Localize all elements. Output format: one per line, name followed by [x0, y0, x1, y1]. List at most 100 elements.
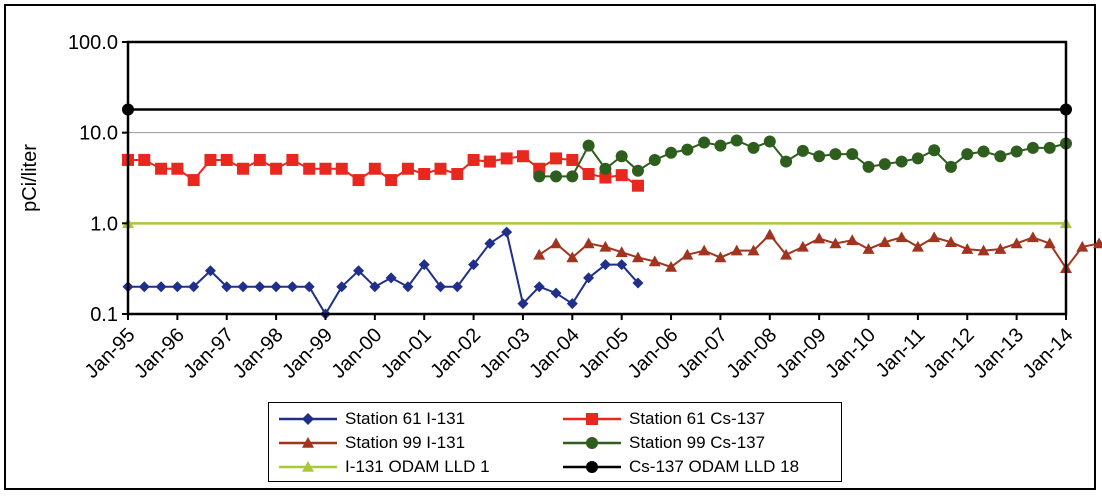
- legend-marker: [586, 461, 598, 473]
- data-point: [846, 148, 859, 161]
- data-point: [418, 259, 430, 271]
- data-point: [237, 162, 250, 175]
- series-3: [533, 134, 1072, 183]
- data-point: [188, 281, 200, 293]
- x-tick-label: Jan-02: [426, 324, 485, 383]
- data-point: [583, 272, 595, 284]
- data-point: [286, 281, 298, 293]
- legend-item: Station 99 I-131: [277, 431, 465, 455]
- legend-marker: [302, 461, 314, 472]
- x-tick-label: Jan-97: [179, 324, 238, 383]
- data-point: [270, 281, 282, 293]
- data-point: [1026, 231, 1039, 243]
- y-axis-title: pCi/liter: [19, 144, 41, 212]
- data-point: [221, 281, 233, 293]
- legend-marker: [586, 437, 598, 449]
- data-point: [747, 141, 760, 154]
- data-point: [631, 164, 644, 177]
- data-point: [829, 237, 842, 249]
- data-point: [911, 152, 924, 165]
- x-tick-label: Jan-05: [574, 324, 633, 383]
- x-tick-label: Jan-96: [130, 324, 189, 383]
- data-point: [582, 237, 595, 249]
- data-point: [714, 139, 727, 152]
- data-point: [1026, 141, 1039, 154]
- data-point: [895, 155, 908, 168]
- data-point: [665, 146, 678, 159]
- data-point: [615, 246, 628, 258]
- x-tick-label: Jan-08: [723, 324, 782, 383]
- legend-item: Cs-137 ODAM LLD 18: [561, 455, 799, 479]
- data-point: [582, 139, 595, 152]
- legend-marker: [586, 413, 598, 425]
- data-point: [550, 287, 562, 299]
- data-point: [928, 144, 941, 157]
- legend-swatch-station-61-i-131: [279, 413, 337, 425]
- data-point: [615, 169, 628, 182]
- legend-item: Station 61 Cs-137: [561, 407, 765, 431]
- data-point: [319, 162, 332, 175]
- legend: Station 61 I-131 Station 61 Cs-137 Stati…: [268, 402, 842, 482]
- data-point: [878, 236, 891, 247]
- legend-marker: [302, 437, 314, 448]
- data-point: [994, 150, 1007, 163]
- data-point: [730, 244, 743, 256]
- legend-swatch-station-99-cs-137: [563, 437, 621, 449]
- data-point: [434, 162, 447, 175]
- legend-swatch-i-131-odam-lld: [279, 461, 337, 472]
- data-point: [286, 153, 299, 166]
- data-point: [220, 153, 233, 166]
- data-point: [254, 281, 266, 293]
- data-point: [944, 160, 957, 173]
- x-tick-label: Jan-00: [328, 324, 387, 383]
- data-point: [615, 150, 628, 163]
- data-point: [138, 281, 150, 293]
- data-point: [829, 148, 842, 161]
- legend-marker: [302, 413, 314, 425]
- data-point: [631, 179, 644, 192]
- data-point: [780, 248, 793, 260]
- x-tick-label: Jan-99: [278, 324, 337, 383]
- data-point: [352, 174, 365, 187]
- data-point: [566, 251, 579, 263]
- series-0: [122, 226, 644, 320]
- data-point: [582, 168, 595, 181]
- data-point: [599, 240, 612, 252]
- data-point: [763, 135, 776, 148]
- data-point: [566, 153, 579, 166]
- data-point: [648, 153, 661, 166]
- legend-swatch-cs-137-odam-lld: [563, 461, 621, 473]
- data-point: [353, 265, 365, 277]
- y-tick-label: 1.0: [90, 213, 118, 235]
- data-point: [500, 152, 513, 165]
- data-point: [911, 240, 924, 252]
- data-point: [187, 174, 200, 187]
- data-point: [401, 162, 414, 175]
- data-point: [451, 168, 464, 181]
- y-tick-label: 0.1: [90, 304, 118, 326]
- data-point: [368, 162, 381, 175]
- x-tick-label: Jan-04: [525, 324, 584, 383]
- data-point: [483, 155, 496, 168]
- data-point: [435, 281, 447, 293]
- data-point: [418, 168, 431, 181]
- plot-area-border: [126, 40, 1068, 316]
- data-point: [533, 248, 546, 260]
- data-point: [1093, 237, 1102, 249]
- data-point: [1043, 141, 1056, 154]
- data-point: [385, 272, 397, 284]
- data-point: [237, 281, 249, 293]
- data-point: [846, 234, 859, 246]
- x-tick-label: Jan-13: [969, 324, 1028, 383]
- data-point: [385, 174, 398, 187]
- x-axis-ticks: Jan-95Jan-96Jan-97Jan-98Jan-99Jan-00Jan-…: [81, 314, 1078, 383]
- data-point: [961, 243, 974, 254]
- data-point: [335, 162, 348, 175]
- series-line: [128, 230, 639, 316]
- data-point: [171, 281, 183, 293]
- x-tick-label: Jan-12: [920, 324, 979, 383]
- data-point: [632, 277, 644, 289]
- data-point: [155, 162, 168, 175]
- x-tick-label: Jan-06: [624, 324, 683, 383]
